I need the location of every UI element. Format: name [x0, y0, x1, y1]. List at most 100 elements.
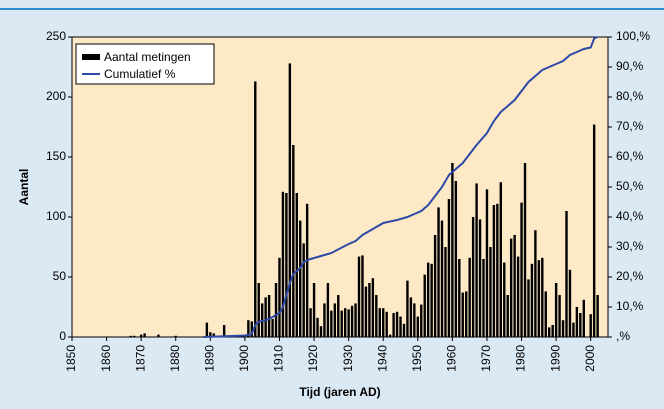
bar: [554, 283, 558, 337]
bar: [458, 259, 461, 337]
bar: [257, 283, 260, 337]
bar: [174, 335, 177, 337]
bar: [478, 219, 482, 337]
bar: [378, 308, 381, 337]
bar: [212, 333, 215, 337]
bar: [254, 81, 257, 338]
bar: [371, 278, 375, 337]
bar: [271, 319, 274, 337]
bar: [143, 333, 146, 337]
bar: [430, 263, 433, 337]
bar: [340, 310, 343, 337]
legend-label: Cumulatief %: [104, 67, 176, 81]
bar: [350, 305, 354, 337]
bar: [437, 207, 440, 337]
bar: [485, 189, 489, 337]
bar: [471, 217, 475, 337]
bar: [330, 310, 333, 337]
bar: [222, 325, 226, 337]
y2-tick-label: 60,%: [616, 149, 644, 163]
bar: [509, 238, 513, 337]
bar: [447, 199, 451, 337]
bar: [565, 211, 568, 337]
bar: [496, 203, 499, 337]
bar: [444, 247, 447, 337]
bar: [133, 335, 136, 337]
bar: [395, 311, 399, 337]
bar: [513, 235, 516, 337]
bar: [413, 303, 416, 337]
x-tick-label: 1920: [306, 345, 320, 372]
bar: [319, 326, 323, 337]
y2-tick-label: 50,%: [616, 179, 644, 193]
bar: [364, 286, 368, 337]
bar: [388, 334, 392, 337]
y2-tick-label: ,%: [616, 329, 630, 343]
legend-box: [75, 43, 215, 85]
bar: [357, 256, 361, 337]
bar: [288, 63, 292, 338]
bar: [399, 316, 402, 337]
y2-tick-label: 10,%: [616, 299, 644, 313]
bar: [548, 327, 551, 337]
x-tick-label: 1870: [133, 345, 147, 372]
y-tick-label: 50: [53, 269, 67, 283]
bar: [402, 323, 406, 337]
bar: [579, 313, 582, 337]
bar: [305, 203, 309, 337]
bar: [247, 320, 250, 337]
bar: [264, 297, 267, 337]
bar: [426, 262, 430, 337]
y2-tick-label: 20,%: [616, 269, 644, 283]
y-tick-label: 100: [46, 209, 66, 223]
y2-tick-label: 40,%: [616, 209, 644, 223]
legend: Aantal metingen Cumulatief %: [75, 43, 215, 85]
bar: [568, 269, 572, 337]
bar: [527, 279, 530, 337]
x-tick-label: 1910: [272, 345, 286, 372]
x-axis-title: Tijd (jaren AD): [299, 385, 380, 399]
y-tick-label: 200: [46, 89, 66, 103]
bar: [499, 182, 502, 337]
bar: [461, 292, 464, 337]
x-tick-label: 1970: [479, 345, 493, 372]
y2-tick-label: 30,%: [616, 239, 644, 253]
y-axis-title: Aantal: [17, 169, 31, 206]
bar: [406, 280, 409, 337]
x-tick-label: 1950: [410, 345, 424, 372]
bar: [309, 308, 312, 337]
x-tick-label: 2000: [583, 345, 597, 372]
bar: [530, 263, 534, 337]
bar: [354, 303, 357, 337]
bar: [302, 243, 305, 337]
bar: [337, 295, 340, 337]
bar: [589, 314, 592, 337]
bar: [361, 255, 364, 337]
bar: [465, 291, 468, 337]
bar: [523, 163, 527, 337]
bar: [409, 297, 413, 337]
x-tick-label: 1930: [341, 345, 355, 372]
bar: [267, 295, 271, 337]
y2-tick-label: 100,%: [616, 29, 650, 43]
bar: [281, 191, 285, 337]
bar: [596, 295, 599, 337]
bar: [157, 334, 160, 337]
cumulative-line: [203, 36, 599, 338]
x-tick-label: 1860: [99, 345, 113, 372]
bar: [440, 220, 444, 337]
bar: [433, 235, 437, 337]
bar: [534, 230, 537, 337]
bar: [343, 308, 347, 337]
bar: [209, 332, 212, 337]
bar: [368, 283, 371, 337]
bar: [323, 303, 326, 337]
x-tick-label: 1990: [548, 345, 562, 372]
bar: [575, 307, 579, 337]
bar: [278, 257, 281, 337]
bar: [451, 163, 454, 337]
bar: [520, 202, 523, 337]
bar: [139, 334, 143, 337]
x-tick-label: 1890: [202, 345, 216, 372]
